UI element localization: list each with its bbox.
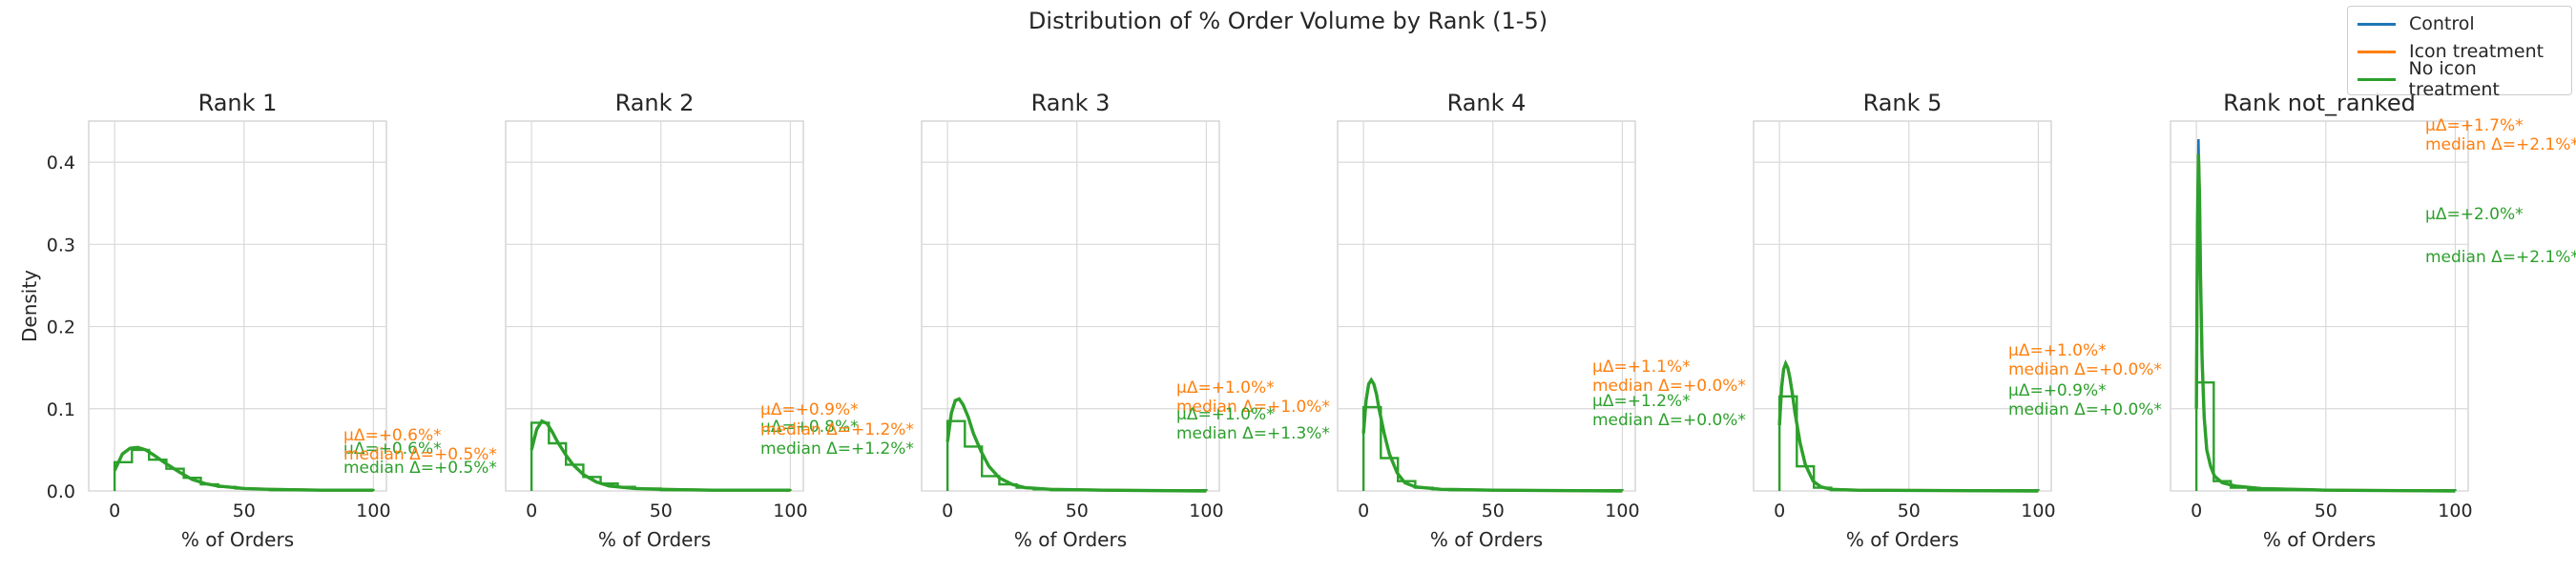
stat-annotation: median Δ=+1.3%* — [1176, 424, 1330, 443]
plot-area — [921, 120, 1220, 492]
kde-line-no-icon-treatment — [113, 445, 374, 492]
stat-annotation: μΔ=+0.9%* — [760, 400, 859, 419]
stat-annotation: median Δ=+0.5%* — [343, 459, 497, 478]
x-tick-label: 100 — [2021, 500, 2055, 521]
legend: Control Icon treatment No icon treatment — [2347, 6, 2572, 100]
plot-area — [505, 120, 804, 492]
x-axis-label: % of Orders — [598, 528, 711, 551]
x-tick-label: 50 — [233, 500, 256, 521]
x-tick-label: 0 — [526, 500, 537, 521]
x-axis-label: % of Orders — [2263, 528, 2376, 551]
x-tick-label: 0 — [942, 500, 953, 521]
stat-annotation: median Δ=+0.0%* — [2008, 400, 2162, 419]
x-axis-label: % of Orders — [1846, 528, 1959, 551]
stat-annotation: μΔ=+1.7%* — [2425, 116, 2524, 135]
x-tick-label: 0 — [109, 500, 120, 521]
stat-annotation: μΔ=+1.0%* — [1176, 378, 1275, 398]
x-axis-label: % of Orders — [1430, 528, 1543, 551]
stat-annotation: median Δ=+2.1%* — [2425, 248, 2576, 267]
x-tick-label: 0 — [1774, 500, 1785, 521]
legend-item-no-icon-treatment: No icon treatment — [2358, 58, 2571, 100]
x-tick-label: 0 — [1358, 500, 1369, 521]
stat-annotation: μΔ=+0.6%* — [343, 426, 442, 445]
legend-label-no-icon-treatment: No icon treatment — [2408, 58, 2500, 100]
panel-title: Rank 2 — [615, 90, 695, 116]
y-tick-label: 0.1 — [47, 399, 75, 420]
stat-annotation: μΔ=+1.2%* — [1592, 392, 1691, 411]
stat-annotation: median Δ=+0.5%* — [343, 445, 497, 464]
panel-title: Rank 1 — [198, 90, 278, 116]
x-tick-label: 0 — [2191, 500, 2202, 521]
legend-label-icon-treatment: Icon treatment — [2409, 41, 2545, 62]
figure-title: Distribution of % Order Volume by Rank (… — [1028, 8, 1548, 34]
y-axis-label: Density — [18, 270, 41, 342]
y-tick-label: 0.4 — [47, 153, 75, 174]
stat-annotation: μΔ=+1.0%* — [2008, 341, 2107, 360]
legend-label-control: Control — [2409, 13, 2475, 34]
x-axis-label: % of Orders — [181, 528, 294, 551]
legend-swatch-no-icon-treatment — [2358, 77, 2396, 81]
x-tick-label: 100 — [773, 500, 807, 521]
stat-annotation: median Δ=+0.0%* — [2008, 360, 2162, 379]
stat-annotation: median Δ=+0.0%* — [1592, 377, 1746, 396]
kde-line-no-icon-treatment — [1361, 377, 1623, 493]
x-tick-label: 50 — [1066, 500, 1089, 521]
plot-area — [1753, 120, 2052, 492]
panel-title: Rank 4 — [1447, 90, 1527, 116]
stat-annotation: μΔ=+1.1%* — [1592, 358, 1691, 377]
x-tick-label: 100 — [2438, 500, 2472, 521]
stat-annotation: median Δ=+1.2%* — [760, 420, 914, 439]
legend-swatch-control — [2358, 22, 2396, 26]
stat-annotation: μΔ=+0.6%* — [343, 439, 442, 459]
plot-area — [88, 120, 387, 492]
plot-area — [1337, 120, 1636, 492]
stat-annotation: μΔ=+1.0%* — [1176, 405, 1275, 424]
x-axis-label: % of Orders — [1014, 528, 1127, 551]
legend-swatch-icon-treatment — [2358, 50, 2396, 53]
x-tick-label: 50 — [2315, 500, 2337, 521]
x-tick-label: 50 — [1482, 500, 1505, 521]
stat-annotation: median Δ=+0.0%* — [1592, 411, 1746, 430]
stat-annotation: μΔ=+2.0%* — [2425, 205, 2524, 224]
y-tick-label: 0.0 — [47, 481, 75, 502]
stat-annotation: μΔ=+0.8%* — [760, 418, 859, 437]
legend-item-icon-treatment: Icon treatment — [2358, 38, 2544, 65]
stat-annotation: μΔ=+0.9%* — [2008, 381, 2107, 400]
y-tick-label: 0.2 — [47, 317, 75, 338]
kde-line-no-icon-treatment — [2194, 153, 2456, 493]
y-tick-label: 0.3 — [47, 235, 75, 255]
x-tick-label: 100 — [356, 500, 390, 521]
stat-annotation: median Δ=+1.0%* — [1176, 398, 1330, 417]
legend-item-control: Control — [2358, 10, 2475, 37]
x-tick-label: 50 — [650, 500, 673, 521]
x-tick-label: 100 — [1605, 500, 1639, 521]
stat-annotation: median Δ=+2.1%* — [2425, 135, 2576, 154]
kde-line-no-icon-treatment — [530, 419, 791, 492]
panel-title: Rank 5 — [1863, 90, 1942, 116]
kde-line-no-icon-treatment — [1777, 359, 2039, 493]
x-tick-label: 100 — [1189, 500, 1223, 521]
kde-line-no-icon-treatment — [945, 397, 1207, 493]
x-tick-label: 50 — [1898, 500, 1921, 521]
plot-area — [2170, 120, 2469, 492]
panel-title: Rank 3 — [1031, 90, 1111, 116]
stat-annotation: median Δ=+1.2%* — [760, 439, 914, 459]
